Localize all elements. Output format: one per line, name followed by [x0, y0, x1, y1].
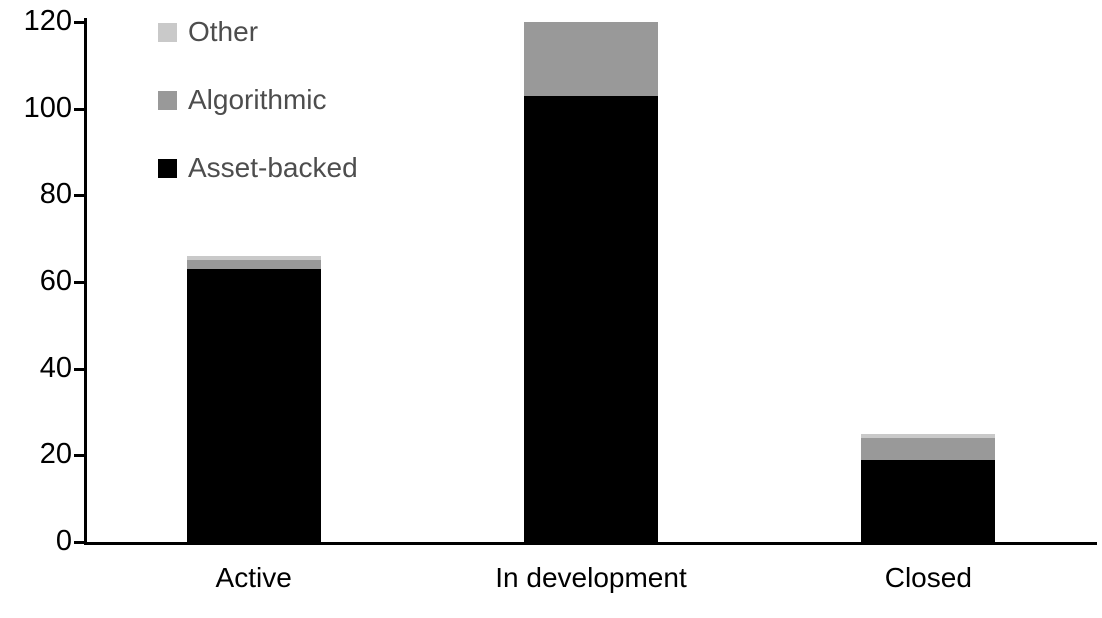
legend: Other Algorithmic Asset-backed — [158, 16, 358, 184]
y-tick-mark — [74, 194, 85, 198]
y-tick-label: 100 — [23, 91, 72, 124]
y-tick-mark — [74, 107, 85, 111]
y-tick-label: 20 — [39, 438, 72, 471]
bar-segment-algorithmic — [524, 22, 658, 96]
y-tick-mark — [74, 21, 85, 24]
legend-swatch-asset-backed — [158, 158, 177, 178]
y-tick-mark — [74, 367, 85, 371]
x-category-label: In development — [495, 562, 687, 593]
bar-segment-algorithmic — [186, 260, 321, 269]
bar-segment-asset-backed — [186, 269, 321, 542]
bar-segment-other — [186, 256, 321, 261]
y-tick-label: 0 — [55, 524, 72, 557]
legend-item-algorithmic: Algorithmic — [158, 84, 358, 116]
y-tick-label: 40 — [39, 351, 72, 384]
y-tick-label: 60 — [39, 264, 72, 297]
y-tick-mark — [74, 281, 85, 284]
legend-item-asset-backed: Asset-backed — [158, 152, 358, 184]
bar-segment-asset-backed — [524, 95, 658, 542]
legend-label: Asset-backed — [188, 152, 358, 183]
x-axis-line — [84, 542, 1097, 545]
legend-swatch-other — [158, 22, 177, 42]
y-tick-mark — [74, 454, 85, 458]
legend-label: Other — [188, 16, 259, 47]
bar-segment-algorithmic — [861, 438, 996, 460]
bar-segment-asset-backed — [861, 459, 996, 542]
legend-swatch-algorithmic — [158, 90, 177, 110]
y-tick-label: 120 — [23, 4, 72, 37]
x-category-label: Active — [215, 562, 292, 593]
y-tick-mark — [74, 541, 85, 544]
legend-item-other: Other — [158, 16, 358, 48]
bar-segment-other — [861, 433, 996, 438]
y-axis-line — [84, 18, 87, 545]
legend-label: Algorithmic — [188, 84, 327, 115]
x-category-label: Closed — [884, 562, 972, 593]
y-tick-label: 80 — [39, 178, 72, 211]
